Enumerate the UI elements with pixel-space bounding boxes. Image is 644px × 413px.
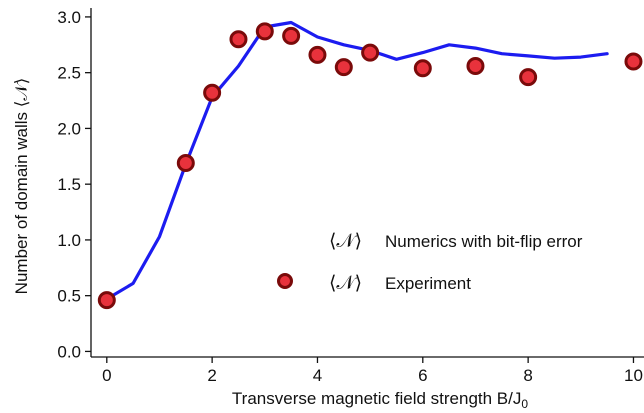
x-tick-label: 4 — [313, 366, 322, 385]
experiment-data-point — [624, 52, 643, 71]
experiment-data-point — [176, 153, 195, 172]
experiment-data-point — [519, 68, 538, 87]
axes: 0.0 0.5 1.0 1.5 2.0 2.5 3.0 0 2 4 6 8 10 — [57, 8, 644, 385]
x-axis-label-main: Transverse magnetic field strength B/J — [232, 389, 521, 408]
y-axis-label: Number of domain walls ⟨𝒩⟩ — [12, 78, 31, 295]
x-tick-label: 6 — [418, 366, 427, 385]
experiment-data-point — [203, 83, 222, 102]
y-tick-label: 1.0 — [57, 231, 81, 250]
legend-experiment-symbol: ⟨𝒩⟩ — [329, 272, 362, 294]
numerics-series-line — [105, 20, 609, 301]
experiment-data-point — [255, 22, 274, 41]
x-tick-label: 2 — [207, 366, 216, 385]
x-tick-label: 10 — [624, 366, 643, 385]
experiment-data-point — [334, 58, 353, 77]
legend-numerics-label: Numerics with bit-flip error — [385, 232, 583, 251]
y-tick-label: 0.5 — [57, 287, 81, 306]
legend-experiment-marker — [277, 273, 293, 289]
experiment-data-point — [282, 26, 301, 45]
y-tick-label: 2.0 — [57, 119, 81, 138]
x-axis-label: Transverse magnetic field strength B/J0 — [232, 389, 528, 411]
experiment-data-point — [229, 30, 248, 49]
experiment-data-point — [466, 56, 485, 75]
experiment-data-point — [97, 291, 116, 310]
x-tick-label: 8 — [523, 366, 532, 385]
y-tick-label: 3.0 — [57, 8, 81, 27]
legend-numerics-symbol: ⟨𝒩⟩ — [329, 230, 362, 252]
x-axis-label-subscript: 0 — [521, 397, 528, 411]
y-tick-label: 1.5 — [57, 175, 81, 194]
experiment-data-point — [308, 45, 327, 64]
plot-area — [97, 20, 643, 310]
axis-labels: Transverse magnetic field strength B/J0N… — [12, 78, 528, 411]
legend-experiment-label: Experiment — [385, 274, 471, 293]
experiment-data-point — [361, 43, 380, 62]
legend: ⟨𝒩⟩ Numerics with bit-flip error ⟨𝒩⟩ Experi… — [277, 230, 583, 294]
y-tick-label: 2.5 — [57, 64, 81, 83]
y-tick-label: 0.0 — [57, 342, 81, 361]
x-tick-label: 0 — [102, 366, 111, 385]
experiment-data-point — [413, 59, 432, 78]
